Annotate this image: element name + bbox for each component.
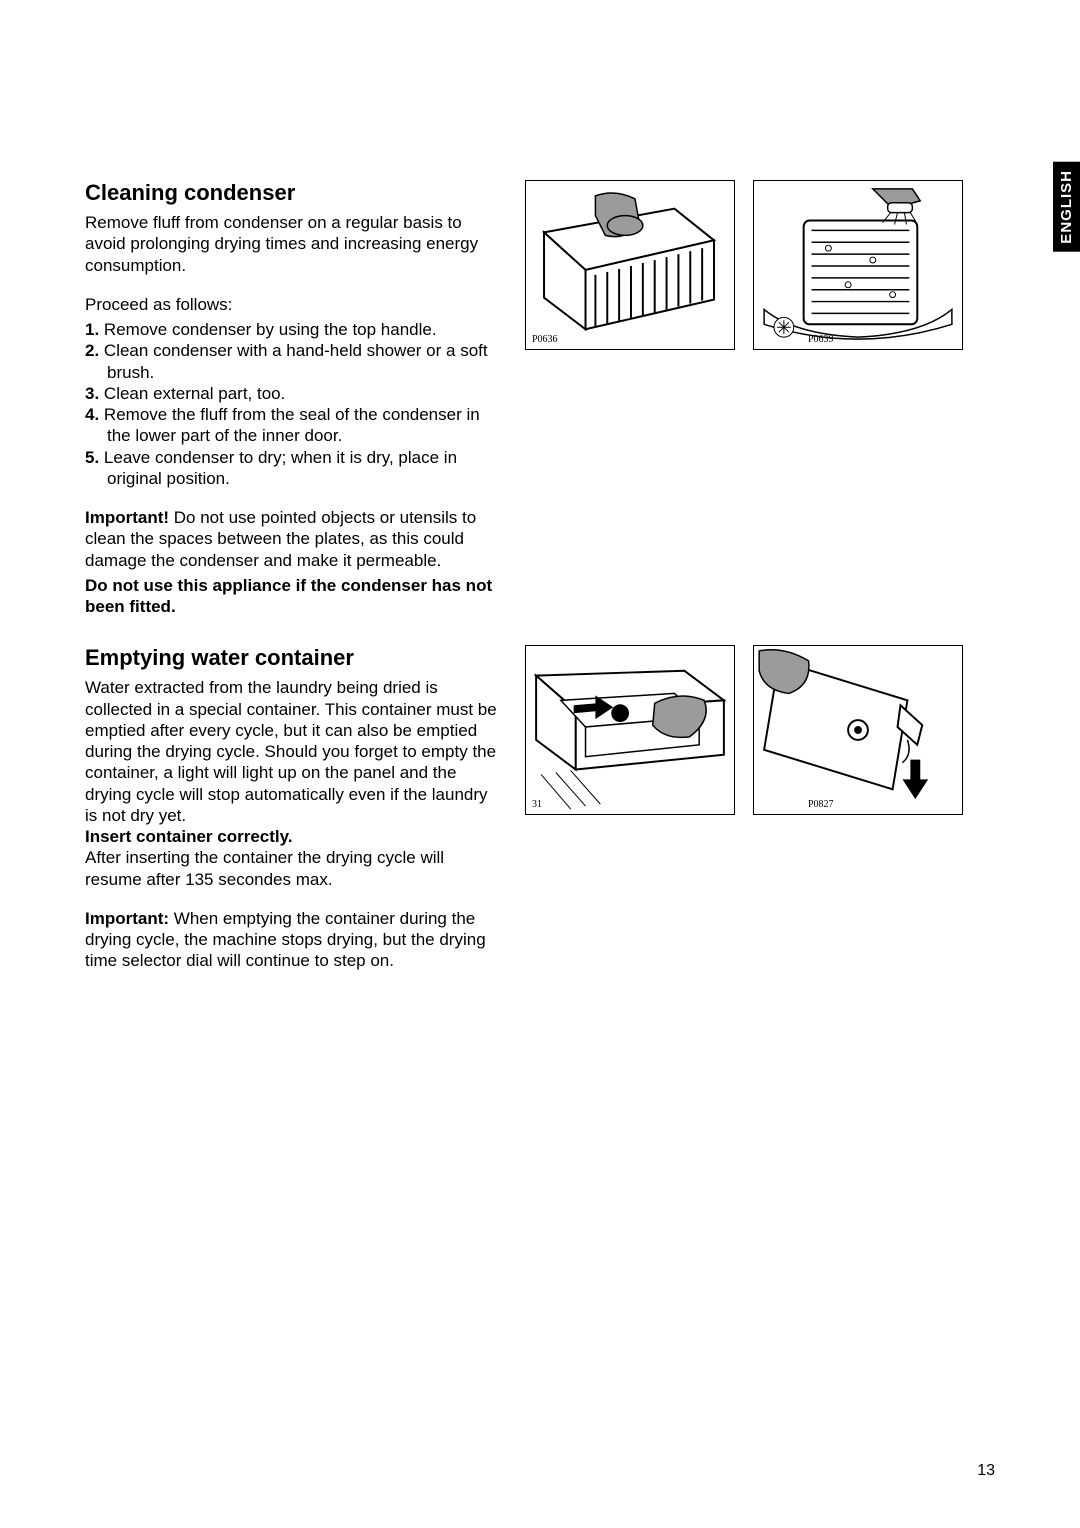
step-text: Clean condenser with a hand-held shower … <box>104 341 488 381</box>
heading-emptying: Emptying water container <box>85 645 497 671</box>
para2: After inserting the container the drying… <box>85 847 497 890</box>
figures-row-2: 31 P0827 <box>525 645 995 971</box>
figure-label: P0639 <box>808 334 834 345</box>
step-item: 2. Clean condenser with a hand-held show… <box>85 340 497 383</box>
step-item: 5. Leave condenser to dry; when it is dr… <box>85 447 497 490</box>
proceed-text: Proceed as follows: <box>85 294 497 315</box>
condenser-remove-illustration <box>526 181 734 349</box>
important-paragraph-2: Important: When emptying the container d… <box>85 908 497 972</box>
figure-condenser-remove: P0636 <box>525 180 735 350</box>
figures-row: P0636 <box>525 180 995 617</box>
step-text: Clean external part, too. <box>104 384 285 403</box>
step-item: 4. Remove the fluff from the seal of the… <box>85 404 497 447</box>
figure-condenser-clean: P0639 <box>753 180 963 350</box>
step-num: 4. <box>85 405 99 424</box>
figure-label: P0827 <box>808 799 834 810</box>
important-label: Important: <box>85 909 169 928</box>
page-content: Cleaning condenser Remove fluff from con… <box>0 0 1080 1032</box>
steps-list: 1. Remove condenser by using the top han… <box>85 319 497 489</box>
container-pour-illustration <box>754 646 962 814</box>
figure-label: P0636 <box>532 334 558 345</box>
step-num: 1. <box>85 320 99 339</box>
step-text: Remove condenser by using the top handle… <box>104 320 437 339</box>
heading-cleaning: Cleaning condenser <box>85 180 497 206</box>
important-paragraph: Important! Do not use pointed objects or… <box>85 507 497 571</box>
insert-correctly: Insert container correctly. <box>85 826 497 847</box>
intro-text: Remove fluff from condenser on a regular… <box>85 212 497 276</box>
step-item: 3. Clean external part, too. <box>85 383 497 404</box>
important-label: Important! <box>85 508 169 527</box>
step-num: 5. <box>85 448 99 467</box>
section-emptying-container: Emptying water container Water extracted… <box>85 645 995 971</box>
text-column: Emptying water container Water extracted… <box>85 645 497 971</box>
text-column: Cleaning condenser Remove fluff from con… <box>85 180 497 617</box>
container-pull-illustration <box>526 646 734 814</box>
figure-container-pour: P0827 <box>753 645 963 815</box>
condenser-clean-illustration <box>754 181 962 349</box>
step-num: 3. <box>85 384 99 403</box>
step-num: 2. <box>85 341 99 360</box>
section-cleaning-condenser: Cleaning condenser Remove fluff from con… <box>85 180 995 617</box>
step-text: Remove the fluff from the seal of the co… <box>104 405 480 445</box>
page-number: 13 <box>977 1462 995 1480</box>
step-item: 1. Remove condenser by using the top han… <box>85 319 497 340</box>
figure-container-pull: 31 <box>525 645 735 815</box>
warning-text: Do not use this appliance if the condens… <box>85 575 497 618</box>
step-text: Leave condenser to dry; when it is dry, … <box>104 448 457 488</box>
para1: Water extracted from the laundry being d… <box>85 677 497 826</box>
figure-label: 31 <box>532 799 542 810</box>
